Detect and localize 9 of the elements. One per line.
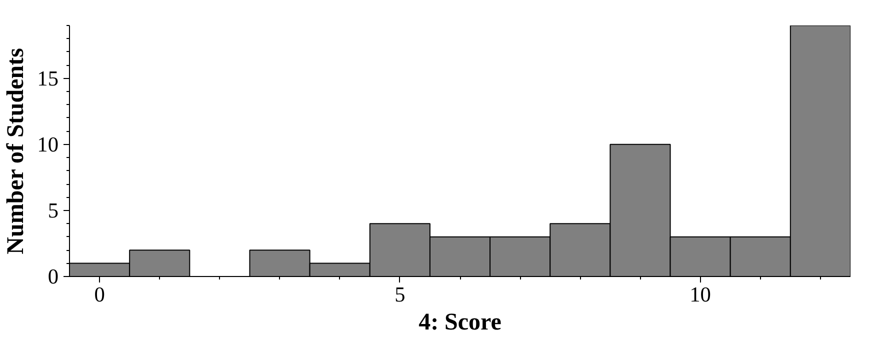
x-tick-label: 5 xyxy=(394,282,406,306)
x-tick-label: 10 xyxy=(690,282,711,306)
y-tick-label: 10 xyxy=(37,132,58,156)
y-tick-label: 15 xyxy=(37,66,58,90)
y-axis-title: Number of Students xyxy=(3,48,30,254)
y-tick-label: 0 xyxy=(48,264,59,288)
x-tick-label: 0 xyxy=(94,282,105,306)
y-tick-label: 5 xyxy=(48,198,59,222)
x-axis-title: 4: Score xyxy=(418,310,502,336)
